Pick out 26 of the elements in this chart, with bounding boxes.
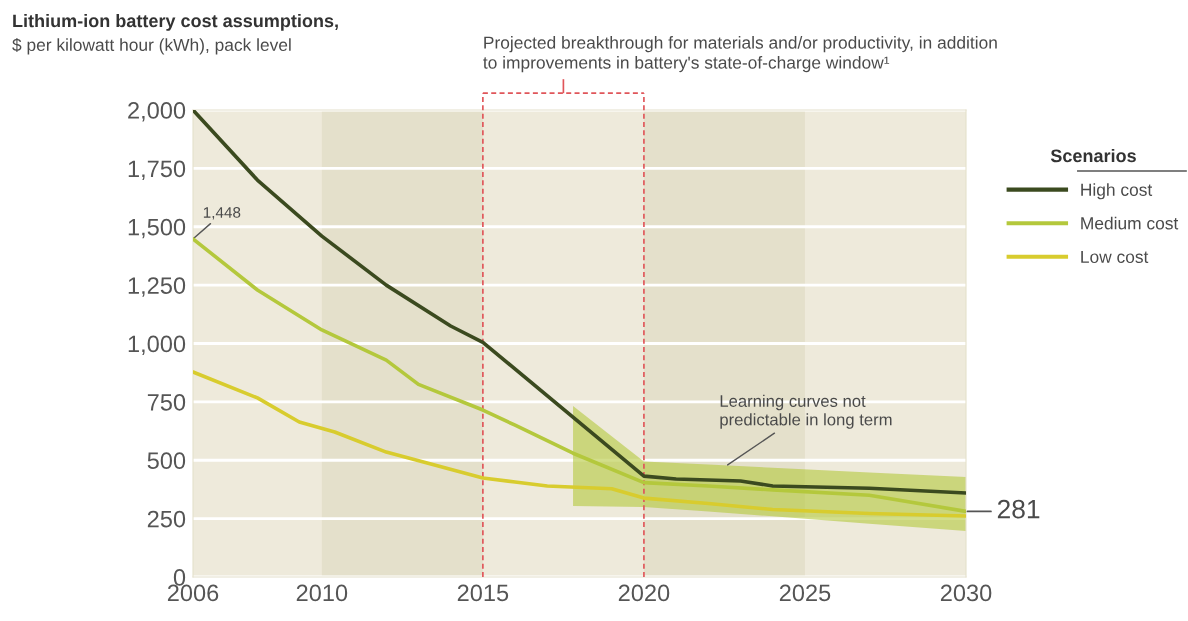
x-tick-label: 2020 bbox=[618, 584, 670, 602]
ref-line-label: Projected breakthrough for materials and/or productivity, in addition to improvements in battery's state-of-charge window¹ bbox=[483, 36, 997, 73]
x-tick-label: 2030 bbox=[940, 584, 992, 602]
legend-label: High cost bbox=[1081, 183, 1153, 200]
x-tick-label: 2010 bbox=[296, 584, 348, 602]
y-tick-label: 1,500 bbox=[128, 218, 186, 239]
line-series bbox=[193, 237, 966, 514]
data-label: 281 bbox=[997, 499, 1040, 519]
y-tick-label: 1,000 bbox=[128, 335, 186, 356]
data-label: 1,448 bbox=[203, 207, 241, 220]
y-tick-label: 1,250 bbox=[128, 277, 186, 297]
y-tick-label: 1,750 bbox=[128, 160, 186, 180]
y-tick-label: 250 bbox=[147, 510, 186, 528]
legend-title: Scenarios bbox=[1050, 148, 1136, 163]
y-tick-label: 750 bbox=[147, 393, 186, 411]
line-series bbox=[193, 370, 966, 518]
x-tick-label: 2015 bbox=[457, 584, 509, 602]
legend-label: Low cost bbox=[1081, 250, 1149, 264]
annotation: Learning curves not predictable in long term bbox=[720, 394, 892, 429]
chart-subtitle: $ per kilowatt hour (kWh), pack level bbox=[12, 38, 291, 55]
chart-title: Lithium-ion battery cost assumptions, bbox=[13, 14, 338, 31]
x-tick-label: 2025 bbox=[779, 584, 831, 602]
y-tick-label: 500 bbox=[147, 452, 186, 470]
y-tick-label: 2,000 bbox=[128, 102, 186, 122]
x-tick-label: 2006 bbox=[167, 584, 219, 602]
legend-label: Medium cost bbox=[1081, 216, 1179, 230]
